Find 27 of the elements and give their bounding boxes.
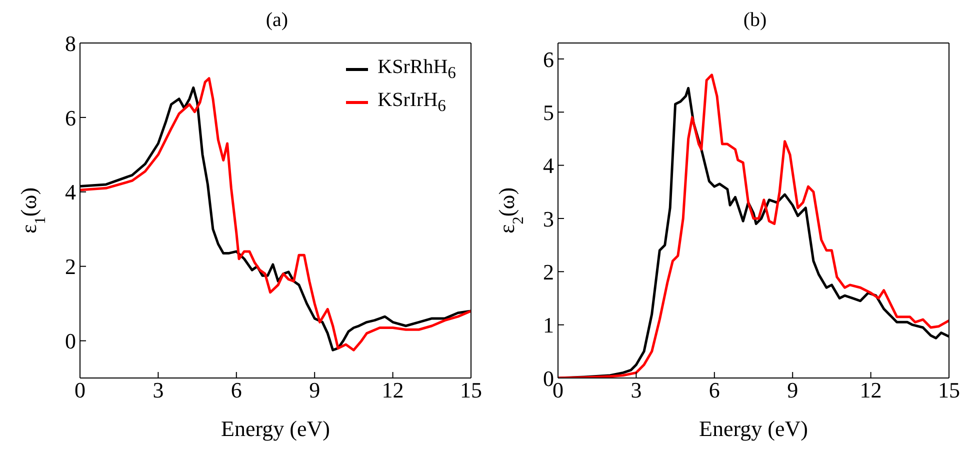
y-tick-label: 5 bbox=[543, 100, 554, 125]
chart-title: (a) bbox=[264, 8, 290, 32]
x-tick-label: 15 bbox=[938, 378, 960, 403]
y-tick-label: 2 bbox=[65, 254, 76, 280]
y-tick-label: 1 bbox=[543, 312, 554, 338]
x-tick-label: 6 bbox=[708, 378, 720, 403]
x-tick-label: 15 bbox=[460, 378, 482, 403]
x-tick-label: 9 bbox=[787, 378, 798, 403]
y-tick-label: 2 bbox=[543, 259, 554, 284]
legend-label: KSrIrH$_{6}$ bbox=[378, 89, 446, 116]
x-tick-label: 12 bbox=[860, 378, 882, 403]
x-tick-label: 3 bbox=[630, 378, 642, 403]
y-tick-label: 4 bbox=[65, 180, 76, 205]
y-tick-label: 6 bbox=[543, 46, 554, 72]
y-tick-label: 6 bbox=[65, 105, 76, 130]
y-tick-label: 4 bbox=[543, 153, 554, 178]
x-axis-title: Energy (eV) bbox=[699, 416, 808, 441]
x-axis-title: Energy (eV) bbox=[221, 416, 330, 441]
x-tick-label: 12 bbox=[382, 378, 404, 403]
x-tick-label: 6 bbox=[230, 378, 242, 403]
chart-title: (b) bbox=[742, 8, 768, 32]
legend-label: KSrRhH$_{6}$ bbox=[378, 56, 456, 83]
y-tick-label: 0 bbox=[65, 328, 76, 354]
y-tick-label: 8 bbox=[65, 30, 76, 56]
x-tick-label: 9 bbox=[309, 378, 320, 403]
y-tick-label: 3 bbox=[543, 206, 554, 232]
x-tick-label: 3 bbox=[152, 378, 164, 403]
